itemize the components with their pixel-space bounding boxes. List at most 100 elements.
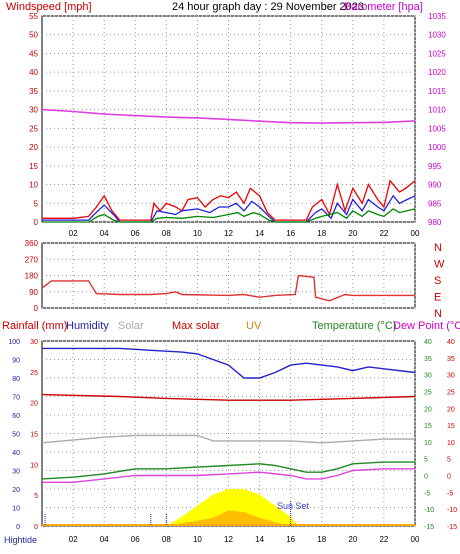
- direction-tick-label: 0: [34, 304, 39, 313]
- humidity-tick-label: 100: [8, 339, 20, 346]
- temp-tick-label: 30: [424, 373, 432, 380]
- compass-label: E: [434, 292, 441, 304]
- weather-series-line: [42, 468, 415, 483]
- x-tick-label: 12: [224, 229, 233, 238]
- legend-rainfall: Rainfall (mm): [2, 320, 67, 332]
- dewpoint-tick-label: 15: [447, 423, 455, 430]
- humidity-tick-label: 60: [12, 413, 20, 420]
- dewpoint-tick-label: 40: [447, 339, 455, 346]
- barometer-tick-label: 1030: [428, 31, 446, 40]
- x-tick-label: 00: [411, 535, 420, 544]
- weather-series-line: [41, 393, 416, 401]
- barometer-tick-label: 1015: [428, 87, 446, 96]
- humidity-tick-label: 80: [12, 376, 20, 383]
- humidity-tick-label: 30: [12, 469, 20, 476]
- barometer-tick-label: 1005: [428, 124, 446, 133]
- temp-tick-label: -5: [424, 490, 430, 497]
- wind-tick-label: 25: [29, 124, 38, 133]
- rain-tick-label: 25: [30, 370, 38, 377]
- humidity-tick-label: 70: [12, 395, 20, 402]
- direction-tick-label: 270: [25, 255, 39, 264]
- barometer-tick-label: 1000: [428, 143, 446, 152]
- x-tick-label: 20: [348, 535, 357, 544]
- temp-tick-label: -10: [424, 507, 434, 514]
- dewpoint-tick-label: 35: [447, 356, 455, 363]
- temp-tick-label: 35: [424, 356, 432, 363]
- temp-tick-label: 20: [424, 406, 432, 413]
- wind-series-line: [41, 108, 416, 124]
- barometer-axis-label: Barometer [hpa]: [344, 1, 423, 13]
- rain-tick-label: 20: [30, 401, 38, 408]
- wind-tick-label: 20: [29, 143, 38, 152]
- weather-series-line: [42, 347, 416, 379]
- humidity-tick-label: 90: [12, 358, 20, 365]
- compass-label: W: [434, 259, 445, 271]
- temp-tick-label: -15: [424, 524, 434, 531]
- x-tick-label: 10: [193, 535, 202, 544]
- x-tick-label: 08: [162, 229, 171, 238]
- wind-tick-label: 30: [29, 106, 38, 115]
- x-tick-label: 22: [379, 229, 388, 238]
- rain-tick-label: 0: [34, 524, 38, 531]
- dewpoint-tick-label: -5: [447, 490, 453, 497]
- dewpoint-tick-label: 0: [447, 474, 451, 481]
- x-tick-label: 08: [162, 535, 171, 544]
- x-tick-label: 02: [69, 229, 78, 238]
- wind-tick-label: 40: [29, 68, 38, 77]
- legend-temperature: Temperature (°C): [312, 320, 396, 332]
- barometer-tick-label: 1020: [428, 68, 446, 77]
- x-tick-label: 18: [317, 229, 326, 238]
- direction-tick-label: 360: [25, 239, 39, 248]
- wind-tick-label: 45: [29, 49, 38, 58]
- x-tick-label: 06: [131, 535, 140, 544]
- temp-tick-label: 15: [424, 423, 432, 430]
- rain-tick-label: 5: [34, 493, 38, 500]
- chart-title: 24 hour graph day : 29 November 2023: [172, 1, 364, 13]
- x-tick-label: 02: [69, 535, 78, 544]
- wind-tick-label: 10: [29, 181, 38, 190]
- humidity-tick-label: 10: [12, 506, 20, 513]
- sunset-label: Sun Set: [277, 501, 310, 511]
- humidity-tick-label: 0: [16, 524, 20, 531]
- wind-tick-label: 0: [34, 218, 39, 227]
- hightide-label: Hightide: [4, 535, 37, 545]
- legend-humidity: Humidity: [66, 320, 109, 332]
- wind-tick-label: 15: [29, 162, 38, 171]
- barometer-tick-label: 980: [428, 218, 442, 227]
- barometer-tick-label: 995: [428, 162, 442, 171]
- x-tick-label: 10: [193, 229, 202, 238]
- temp-tick-label: 25: [424, 389, 432, 396]
- compass-label: N: [434, 308, 442, 320]
- x-tick-label: 06: [131, 229, 140, 238]
- x-tick-label: 04: [100, 535, 109, 544]
- temp-tick-label: 40: [424, 339, 432, 346]
- x-tick-label: 14: [255, 229, 264, 238]
- wind-series-line: [42, 179, 416, 221]
- dewpoint-tick-label: 5: [447, 457, 451, 464]
- x-tick-label: 22: [379, 535, 388, 544]
- temp-tick-label: 10: [424, 440, 432, 447]
- x-tick-label: 12: [224, 535, 233, 544]
- solar-area: [166, 489, 299, 526]
- dewpoint-tick-label: -10: [447, 507, 457, 514]
- legend-max-solar: Max solar: [172, 320, 220, 332]
- weather-series-line: [41, 434, 415, 444]
- legend-dew-point: Dew Point (°C): [393, 320, 460, 332]
- uv-area: [166, 510, 291, 526]
- direction-tick-label: 180: [25, 272, 39, 281]
- legend-uv: UV: [246, 320, 262, 332]
- rain-tick-label: 15: [30, 432, 38, 439]
- rain-tick-label: 30: [30, 339, 38, 346]
- temp-tick-label: 5: [424, 457, 428, 464]
- x-tick-label: 00: [411, 229, 420, 238]
- windspeed-axis-label: Windspeed [mph]: [6, 1, 92, 13]
- barometer-tick-label: 985: [428, 199, 442, 208]
- barometer-tick-label: 990: [428, 181, 442, 190]
- barometer-tick-label: 1010: [428, 106, 446, 115]
- x-tick-label: 04: [100, 229, 109, 238]
- weather-series-line: [41, 461, 415, 480]
- barometer-tick-label: 1035: [428, 12, 446, 21]
- wind-tick-label: 35: [29, 87, 38, 96]
- dewpoint-tick-label: 20: [447, 406, 455, 413]
